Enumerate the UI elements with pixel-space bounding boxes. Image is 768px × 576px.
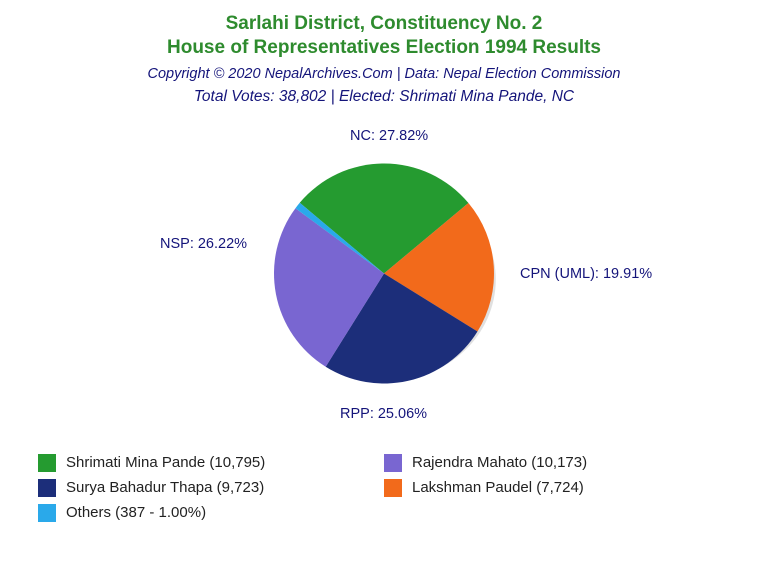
legend-label: Others (387 - 1.00%) [66,504,206,521]
legend-swatch [384,479,402,497]
pie-chart-area: NC: 27.82% CPN (UML): 19.91% RPP: 25.06% NS… [0,106,768,446]
slice-label-cpn-uml-: CPN (UML): 19.91% [520,266,652,282]
slice-label-rpp: RPP: 25.06% [340,406,427,422]
legend-item: Surya Bahadur Thapa (9,723) [38,479,384,497]
legend-item: Rajendra Mahato (10,173) [384,454,730,472]
legend-swatch [38,504,56,522]
title-block: Sarlahi District, Constituency No. 2 Hou… [0,0,768,106]
legend-label: Lakshman Paudel (7,724) [412,479,584,496]
legend-swatch [38,479,56,497]
slice-label-nc: NC: 27.82% [350,128,428,144]
legend-item: Others (387 - 1.00%) [38,504,384,522]
copyright-text: Copyright © 2020 NepalArchives.Com | Dat… [0,66,768,82]
subtitle-text: Total Votes: 38,802 | Elected: Shrimati … [0,88,768,106]
legend-label: Shrimati Mina Pande (10,795) [66,454,265,471]
title-line-2: House of Representatives Election 1994 R… [0,36,768,60]
legend-swatch [38,454,56,472]
legend-item: Shrimati Mina Pande (10,795) [38,454,384,472]
legend-label: Rajendra Mahato (10,173) [412,454,587,471]
slice-label-nsp: NSP: 26.22% [160,236,247,252]
legend: Shrimati Mina Pande (10,795) Rajendra Mah… [0,446,768,529]
legend-item: Lakshman Paudel (7,724) [384,479,730,497]
title-line-1: Sarlahi District, Constituency No. 2 [0,12,768,36]
legend-label: Surya Bahadur Thapa (9,723) [66,479,264,496]
legend-swatch [384,454,402,472]
pie-chart [254,143,514,408]
